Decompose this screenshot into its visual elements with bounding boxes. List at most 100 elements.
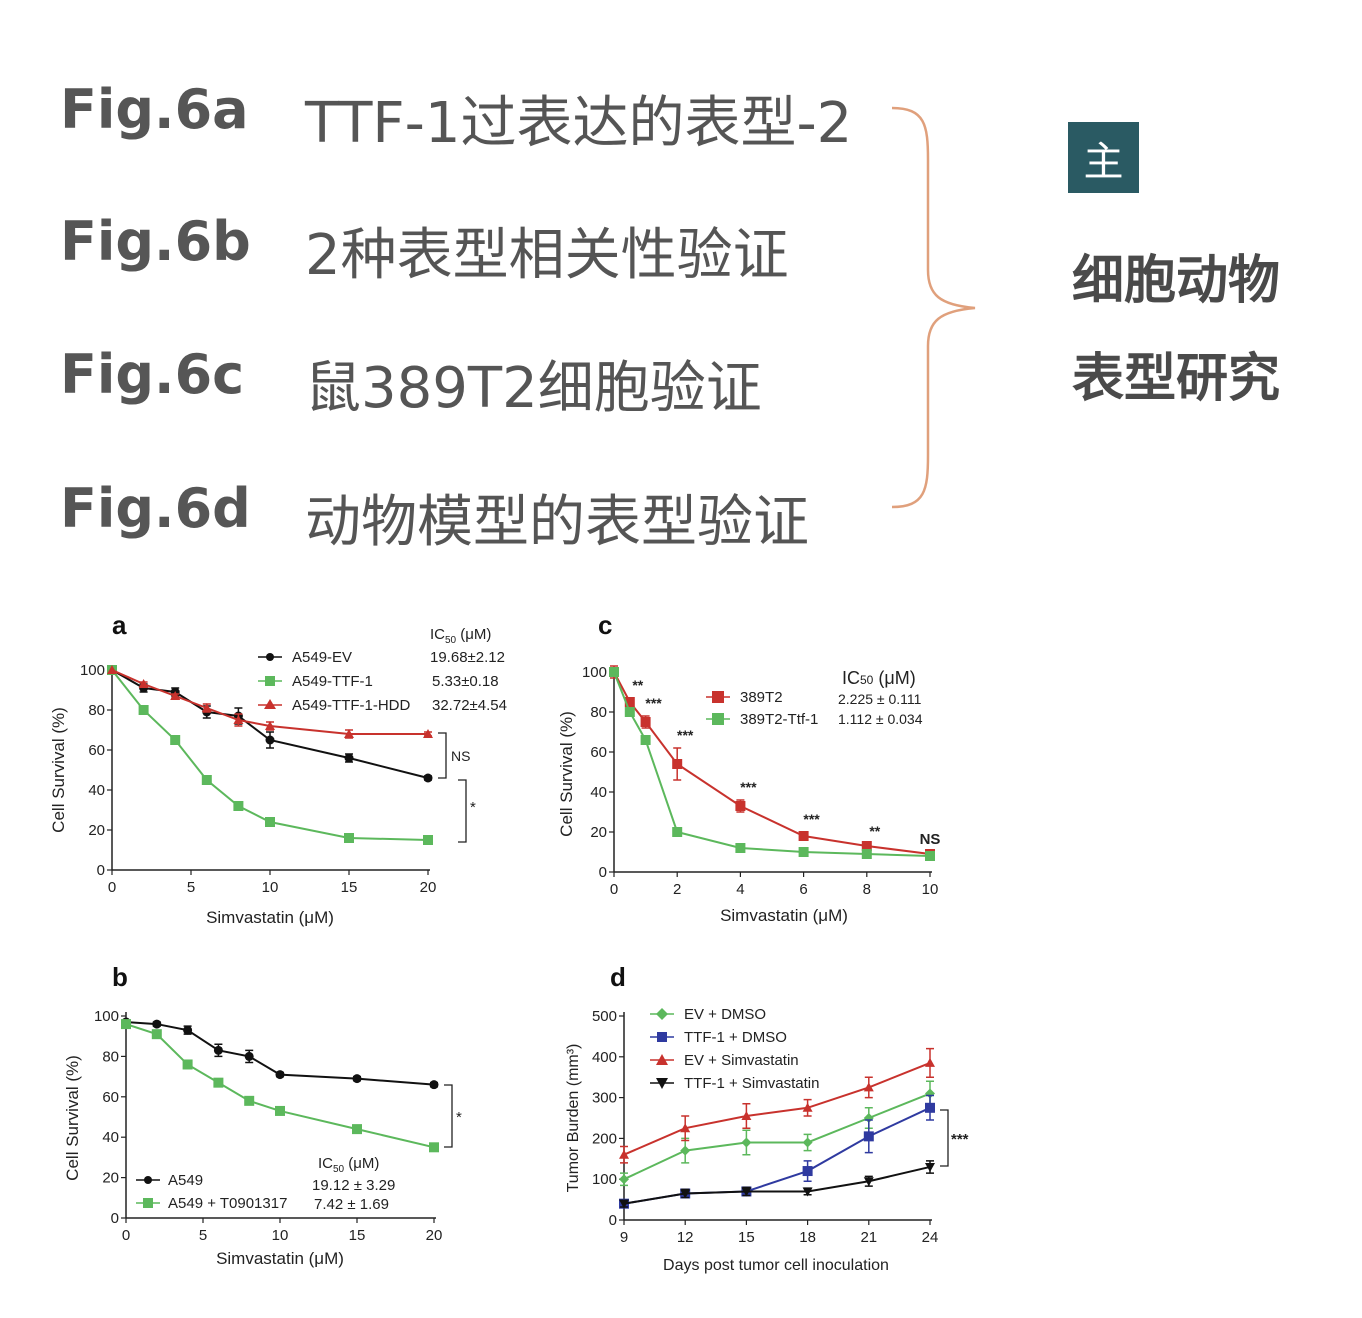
significance-label: *** [677,727,694,743]
panel-d: d 9 12 15 18 21 24 0 100 200 300 400 500 Days post … [565,962,969,1274]
data-point [925,851,935,861]
significance-label: *** [740,779,757,795]
data-point [863,1131,874,1142]
y-axis-label: Cell Survival (%) [63,1055,82,1181]
y-tick-label: 100 [80,662,105,679]
data-point [183,1025,193,1035]
legend-ic50: 5.33±0.18 [432,673,499,690]
data-point [802,1102,813,1112]
y-tick-label: 20 [590,824,607,841]
curly-brace [891,106,976,509]
data-point [201,703,212,712]
data-point [352,1074,362,1084]
significance-brackets [438,732,467,843]
data-point [344,753,354,763]
legend-label: A549-TTF-1 [292,673,373,690]
fig-description: 鼠389T2细胞验证 [305,356,762,421]
fig-description: 2种表型相关性验证 [305,223,789,288]
series-line [623,1092,931,1181]
y-tick-label: 0 [599,864,607,881]
y-tick-label: 60 [102,1089,119,1106]
legend-ic50: 7.42 ± 1.69 [314,1196,389,1213]
x-tick-label: 6 [799,881,807,898]
series-line [111,669,429,841]
data-point [863,1177,874,1187]
data-point [265,735,275,745]
significance-bracket [940,1109,949,1167]
data-point [182,1059,193,1070]
y-tick-label: 80 [102,1048,119,1065]
annotation-ns: NS [451,748,470,764]
x-tick-label: 2 [673,881,681,898]
data-point [802,1166,813,1177]
y-tick-label: 500 [592,1008,617,1025]
data-point [619,1149,629,1159]
x-axis-label: Simvastatin (μM) [206,908,334,927]
data-point [735,843,746,853]
y-tick-label: 0 [609,1212,617,1229]
y-axis-label: Cell Survival (%) [49,707,68,833]
legend-ic50: 32.72±4.54 [432,697,507,714]
y-tick-label: 0 [97,862,105,879]
legend-ic50: 2.225 ± 0.111 [838,691,922,707]
series-line [623,1061,931,1156]
x-tick-label: 10 [272,1227,289,1244]
data-point [672,759,683,769]
data-point [680,1123,691,1133]
x-tick-label: 8 [863,881,871,898]
data-point [213,1077,224,1088]
data-point [265,721,275,730]
legend-ic50: 19.68±2.12 [430,649,505,666]
y-tick-label: 40 [102,1129,119,1146]
data-point [201,775,212,785]
legend-label: EV + DMSO [684,1006,766,1023]
significance-label: ** [869,823,880,839]
fig-label: Fig.6b [60,210,251,273]
fig-description: TTF-1过表达的表型-2 [305,91,853,156]
data-point [735,801,746,811]
y-tick-label: 300 [592,1090,617,1107]
data-point [624,707,635,717]
legend-title: IC50 (μM) [842,668,916,688]
data-point [275,1070,285,1080]
y-tick-label: 40 [88,782,105,799]
data-point [925,1102,935,1113]
significance-label: NS [920,831,941,848]
data-point [170,691,181,700]
significance-bracket [444,1084,453,1148]
fig-label: Fig.6c [60,343,245,406]
legend-label: A549 [168,1172,203,1189]
legend-title: IC50 (μM) [430,626,491,646]
data-point [423,729,433,738]
legend-ic50: 1.112 ± 0.034 [838,711,923,727]
data-point [741,1137,752,1148]
x-tick-label: 10 [922,881,939,898]
legend: A549-EV 19.68±2.12 A549-TTF-1 5.33±0.18 … [258,649,507,714]
x-tick-label: 9 [620,1229,628,1246]
data-point [423,835,433,845]
panel-letter-a: a [112,610,127,640]
x-tick-label: 20 [420,879,437,896]
legend-label: TTF-1 + Simvastatin [684,1075,819,1092]
data-point [429,1142,439,1153]
x-tick-label: 18 [799,1229,816,1246]
data-point [680,1145,691,1156]
x-tick-label: 5 [187,879,195,896]
data-point [170,735,181,745]
y-tick-label: 60 [88,742,105,759]
y-axis-label: Tumor Burden (mm³) [565,1044,582,1193]
significance-label: *** [803,811,820,827]
panel-letter-b: b [112,962,128,992]
x-tick-label: 0 [122,1227,130,1244]
side-heading-line1: 细胞动物 [1072,251,1281,311]
fig-description: 动物模型的表型验证 [305,490,809,555]
y-tick-label: 100 [592,1171,617,1188]
x-tick-label: 15 [349,1227,366,1244]
data-point [344,833,354,843]
legend-label: A549-EV [292,649,352,666]
data-point [609,667,619,677]
x-tick-label: 21 [860,1229,877,1246]
legend-ic50: 19.12 ± 3.29 [312,1177,395,1194]
